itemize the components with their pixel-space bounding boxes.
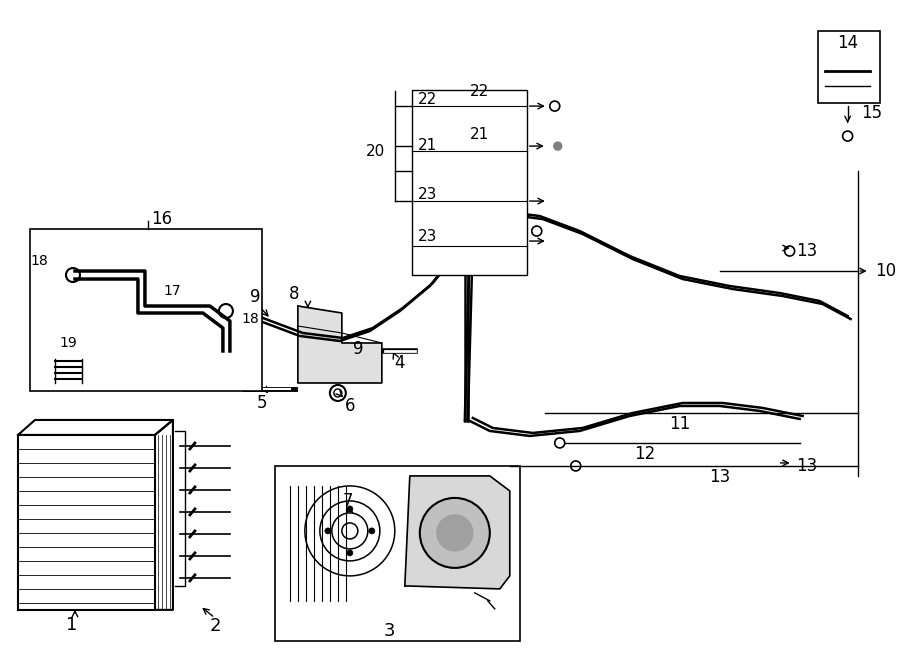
Text: 11: 11: [669, 415, 690, 433]
Text: 13: 13: [709, 468, 730, 486]
Text: 6: 6: [345, 397, 356, 415]
Text: 14: 14: [837, 34, 859, 52]
Text: 4: 4: [394, 354, 405, 372]
Circle shape: [325, 528, 331, 534]
Circle shape: [346, 506, 353, 512]
Text: 12: 12: [634, 445, 655, 463]
Text: 9: 9: [353, 340, 363, 358]
Text: 22: 22: [418, 92, 437, 106]
Text: 9: 9: [249, 288, 260, 306]
Circle shape: [554, 142, 562, 150]
Polygon shape: [405, 476, 509, 589]
Text: 21: 21: [470, 127, 490, 141]
Text: 21: 21: [418, 137, 437, 153]
Text: 19: 19: [59, 336, 76, 350]
Text: 23: 23: [418, 229, 437, 243]
Text: 23: 23: [418, 186, 437, 202]
Bar: [817, 31, 879, 103]
Text: 18: 18: [31, 254, 48, 268]
Circle shape: [419, 498, 490, 568]
Text: 3: 3: [384, 622, 396, 640]
Bar: [412, 90, 526, 275]
Text: 20: 20: [365, 143, 385, 159]
Text: 10: 10: [876, 262, 896, 280]
Text: 7: 7: [343, 492, 353, 510]
Circle shape: [346, 550, 353, 556]
Text: 18: 18: [242, 312, 259, 326]
Polygon shape: [298, 306, 382, 383]
Circle shape: [369, 528, 374, 534]
Text: 13: 13: [796, 457, 817, 475]
Text: 17: 17: [163, 284, 181, 298]
Text: 16: 16: [151, 210, 173, 228]
Text: 5: 5: [256, 394, 267, 412]
Text: 2: 2: [209, 617, 220, 635]
Circle shape: [436, 515, 472, 551]
Text: 15: 15: [861, 104, 883, 122]
Bar: [30, 229, 262, 391]
Text: 22: 22: [470, 83, 490, 98]
Text: 1: 1: [67, 616, 77, 634]
Text: 13: 13: [796, 242, 817, 260]
Text: 8: 8: [289, 285, 299, 303]
Bar: [274, 466, 520, 641]
